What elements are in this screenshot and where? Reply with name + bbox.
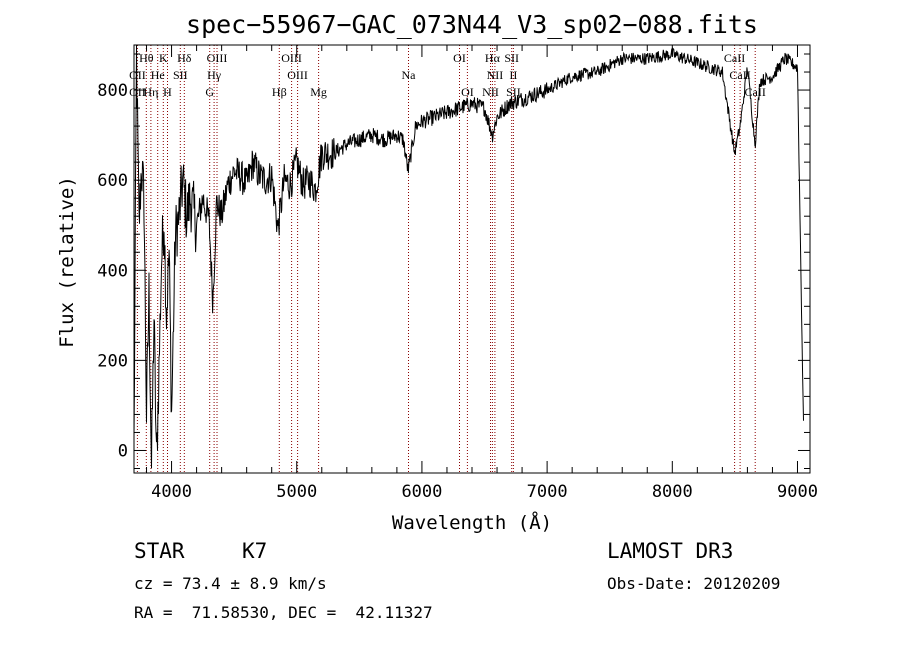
spectral-line-label: OI	[453, 51, 466, 65]
x-tick-label: 8000	[652, 482, 693, 502]
spectral-line-label: II	[509, 68, 517, 82]
spectral-line-label: CaII	[729, 68, 750, 82]
y-tick-label: 200	[97, 351, 128, 371]
spectral-line-label: K	[159, 51, 168, 65]
chart-title: spec−55967−GAC_073N44_V3_sp02−088.fits	[186, 10, 758, 39]
spectral-line-markers	[136, 45, 756, 473]
x-tick-label: 4000	[151, 482, 192, 502]
spectral-line-label: Mg	[310, 85, 327, 99]
redshift-velocity: cz = 73.4 ± 8.9 km/s	[134, 574, 327, 593]
object-class: STAR	[134, 539, 185, 563]
observation-date: Obs-Date: 20120209	[607, 574, 781, 593]
spectral-line-label: OI	[461, 85, 474, 99]
y-tick-label: 800	[97, 81, 128, 101]
spectral-line-label: G	[205, 85, 214, 99]
object-subclass: K7	[242, 539, 268, 563]
plot-frame	[133, 44, 811, 474]
x-tick-label: 5000	[276, 482, 317, 502]
spectral-line-label: Hδ	[177, 51, 192, 65]
spectral-line-label: OIII	[287, 68, 308, 82]
spectral-line-label: OIII	[281, 51, 302, 65]
spectral-line-label: CaII	[745, 85, 766, 99]
y-tick-label: 0	[118, 441, 128, 461]
spectral-line-label: He	[151, 68, 165, 82]
x-tick-label: 6000	[401, 482, 442, 502]
spectral-line-label: OIII	[207, 51, 228, 65]
y-tick-label: 600	[97, 171, 128, 191]
spectral-line-label: SII	[504, 51, 519, 65]
spectral-line-label: OII	[129, 85, 146, 99]
spectral-line-label: SII	[173, 68, 188, 82]
spectral-line-label: Hη	[143, 85, 158, 99]
x-axis-label: Wavelength (Å)	[392, 511, 552, 534]
survey-name: LAMOST DR3	[607, 539, 734, 563]
spectral-line-label: Hα	[485, 51, 501, 65]
spectral-line-label: NII	[482, 85, 499, 99]
spectrum-line	[133, 44, 804, 469]
spectral-line-label: Na	[402, 68, 417, 82]
coordinates: RA = 71.58530, DEC = 42.11327	[134, 603, 433, 622]
spectral-line-label: Hβ	[272, 85, 287, 99]
y-tick-label: 400	[97, 261, 128, 281]
spectral-line-label: SII	[506, 85, 521, 99]
axis-ticks: 4000 5000 6000 7000 8000 9000 0 200 400 600 800	[97, 45, 818, 502]
spectral-line-label: Hθ	[139, 51, 154, 65]
x-tick-label: 9000	[777, 482, 818, 502]
spectral-line-label: OII	[129, 68, 146, 82]
x-tick-label: 7000	[527, 482, 568, 502]
spectrum-series	[133, 44, 804, 469]
spectral-line-label: H	[163, 85, 172, 99]
spectral-line-label: Hγ	[207, 68, 222, 82]
spectral-line-label: CaII	[724, 51, 745, 65]
spectral-line-label: NII	[487, 68, 504, 82]
y-axis-label: Flux (relative)	[56, 176, 78, 348]
